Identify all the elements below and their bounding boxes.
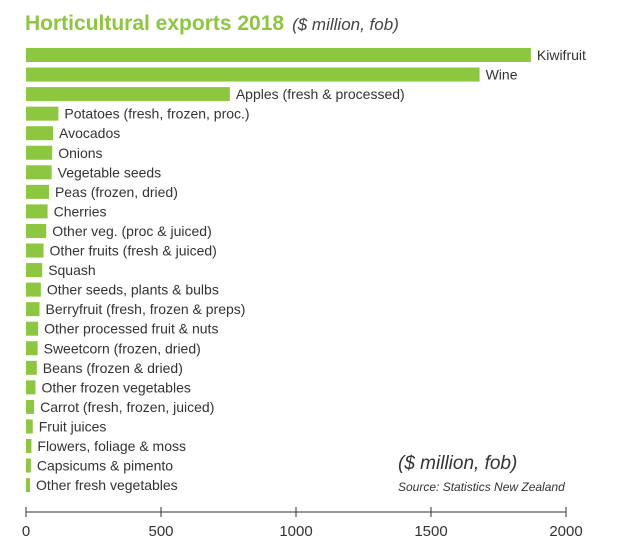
bar-label: Squash [48,262,95,278]
bar-label: Other veg. (proc & juiced) [52,223,212,239]
chart-title: Horticultural exports 2018 ($ million, fo… [25,12,399,36]
bar [26,165,52,180]
x-tick-label: 500 [148,523,173,540]
bar [26,184,49,199]
bar [26,478,31,493]
unit-note: ($ million, fob) [398,453,518,474]
bar-label: Other processed fruit & nuts [44,321,218,337]
bar-label: Cherries [54,203,107,219]
bar-label: Kiwifruit [537,47,586,63]
bar-label: Other frozen vegetables [41,379,190,395]
bar-label: Potatoes (fresh, frozen, proc.) [64,106,249,122]
bar-label: Other fruits (fresh & juiced) [50,243,217,259]
bar [26,399,35,414]
bar-label: Beans (frozen & dried) [43,360,183,376]
bar-label: Sweetcorn (frozen, dried) [44,340,201,356]
x-tick-label: 2000 [549,523,582,540]
bar-label: Onions [58,145,102,161]
bar [26,360,37,375]
bar-label: Wine [486,67,518,83]
bar-label: Avocados [59,125,120,141]
bar [26,302,40,317]
bar [26,204,48,219]
bar [26,223,47,238]
bar-label: Other fresh vegetables [36,477,178,493]
bar [26,282,41,297]
bar-label: Carrot (fresh, frozen, juiced) [40,399,214,415]
bar-label: Berryfruit (fresh, frozen & preps) [46,301,246,317]
chart-title-text: Horticultural exports 2018 [25,12,285,35]
x-tick-label: 1000 [279,523,312,540]
bar [26,458,31,473]
bar-label: Apples (fresh & processed) [236,86,405,102]
bar-label: Other seeds, plants & bulbs [47,282,219,298]
bar-label: Fruit juices [39,418,107,434]
bar [26,263,43,278]
x-tick-label: 0 [22,523,30,540]
bar [26,126,53,141]
bar [26,439,32,453]
bar-label: Peas (frozen, dried) [55,184,178,200]
bar-label: Vegetable seeds [58,164,162,180]
chart-subtitle: ($ million, fob) [292,15,399,34]
bar [26,48,531,62]
bar [26,145,53,160]
bar [26,419,33,434]
bar [26,380,36,395]
source-note: Source: Statistics New Zealand [398,480,565,494]
bar [26,67,480,82]
bar [26,243,44,258]
bar [26,321,39,336]
bar [26,87,230,102]
bar [26,106,59,121]
bar-label: Flowers, foliage & moss [37,438,186,454]
x-tick-label: 1500 [414,523,447,540]
bar-label: Capsicums & pimento [37,458,173,474]
bar [26,341,38,356]
